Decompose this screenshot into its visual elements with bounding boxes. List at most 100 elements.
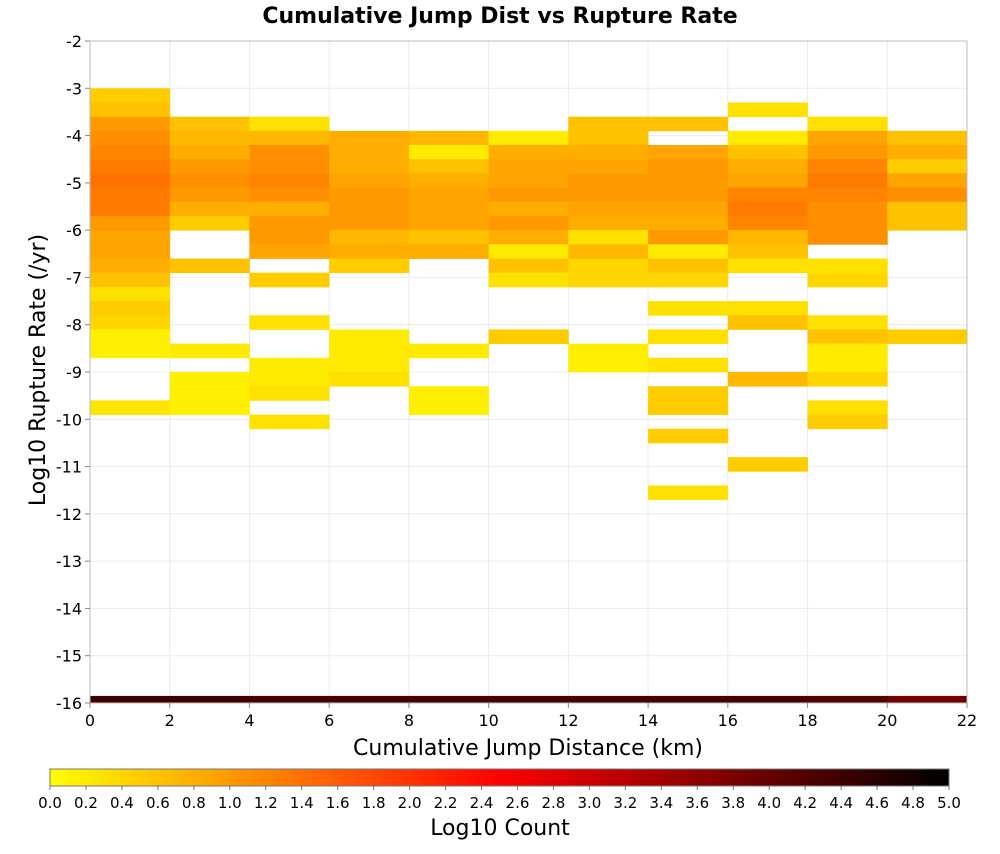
y-tick-label: -12 xyxy=(56,505,82,524)
heatmap-cell xyxy=(807,695,888,703)
heatmap-cell xyxy=(169,695,250,703)
heatmap-cell xyxy=(90,201,171,217)
heatmap-cell xyxy=(727,187,808,203)
heatmap-cell xyxy=(488,244,569,259)
x-tick-label: 12 xyxy=(558,711,578,730)
y-tick-label: -3 xyxy=(66,79,82,98)
heatmap-cell xyxy=(90,695,171,703)
heatmap-cell xyxy=(648,145,729,160)
heatmap-cell xyxy=(727,258,808,274)
heatmap-cell xyxy=(249,215,330,231)
heatmap-cell xyxy=(488,130,569,146)
heatmap-cell xyxy=(807,343,888,359)
heatmap-cell xyxy=(648,230,729,245)
heatmap-cell xyxy=(90,343,171,359)
heatmap-cell xyxy=(648,301,729,316)
heatmap-cell xyxy=(727,372,808,387)
heatmap-bottom-row xyxy=(90,695,968,703)
heatmap-cell xyxy=(568,173,649,188)
colorbar-tick-label: 2.0 xyxy=(398,794,422,812)
heatmap-cell xyxy=(727,315,808,330)
heatmap-cell xyxy=(568,258,649,274)
heatmap-cell xyxy=(488,272,569,288)
heatmap-cell xyxy=(408,145,490,160)
colorbar-tick-label: 1.8 xyxy=(362,794,386,812)
colorbar-tick-label: 2.6 xyxy=(506,794,530,812)
heatmap-cell xyxy=(568,159,649,174)
colorbar-tick-label: 2.2 xyxy=(434,794,458,812)
heatmap-cell xyxy=(807,258,888,274)
colorbar-tick-label: 2.8 xyxy=(542,794,566,812)
colorbar-tick-label: 4.2 xyxy=(793,794,817,812)
heatmap-cell xyxy=(568,145,649,160)
heatmap-cell xyxy=(249,230,330,245)
heatmap-cell xyxy=(408,201,490,217)
heatmap-cell xyxy=(169,215,250,231)
heatmap-cell xyxy=(648,329,729,345)
y-tick-label: -15 xyxy=(56,647,82,666)
heatmap-cell xyxy=(727,244,808,259)
heatmap-cell xyxy=(887,159,968,174)
y-tick-label: -14 xyxy=(56,599,82,618)
colorbar-tick-label: 3.6 xyxy=(685,794,709,812)
heatmap-cell xyxy=(329,258,410,274)
heatmap-cell xyxy=(329,173,410,188)
x-axis-label: Cumulative Jump Distance (km) xyxy=(353,736,703,761)
heatmap-cell xyxy=(727,201,808,217)
x-tick-label: 8 xyxy=(404,711,414,730)
heatmap-cell xyxy=(169,116,250,132)
heatmap-cell xyxy=(488,145,569,160)
colorbar-tick-label: 4.0 xyxy=(757,794,781,812)
heatmap-cell xyxy=(329,215,410,231)
heatmap-cell xyxy=(249,116,330,132)
colorbar-label: Log10 Count xyxy=(430,816,570,841)
heatmap-cell xyxy=(807,201,888,217)
heatmap-cell xyxy=(648,215,729,231)
heatmap-cell xyxy=(648,159,729,174)
y-tick-label: -16 xyxy=(56,694,82,713)
heatmap-cell xyxy=(169,258,250,274)
colorbar-tick-label: 0.8 xyxy=(182,794,206,812)
heatmap-cell xyxy=(727,102,808,118)
heatmap-cell xyxy=(648,201,729,217)
heatmap-cell xyxy=(169,343,250,359)
heatmap-cell xyxy=(568,230,649,245)
heatmap-cell xyxy=(807,400,888,415)
heatmap-cell xyxy=(249,159,330,174)
heatmap-cell xyxy=(887,173,968,188)
heatmap-cell xyxy=(887,329,968,345)
heatmap-cell xyxy=(807,315,888,330)
heatmap-cell xyxy=(169,187,250,203)
colorbar-tick-label: 0.4 xyxy=(110,794,134,812)
x-tick-label: 14 xyxy=(638,711,658,730)
heatmap-cell xyxy=(249,130,330,146)
heatmap-cell xyxy=(887,215,968,231)
colorbar xyxy=(49,768,950,787)
heatmap-cell xyxy=(648,386,729,401)
x-tick-label: 6 xyxy=(324,711,334,730)
heatmap-cell xyxy=(90,116,171,132)
heatmap-cell xyxy=(648,428,729,444)
heatmap-cell xyxy=(568,695,649,703)
heatmap-cell xyxy=(807,272,888,288)
y-tick-label: -4 xyxy=(66,127,82,146)
x-tick-label: 22 xyxy=(957,711,977,730)
colorbar-tick-label: 3.4 xyxy=(649,794,673,812)
heatmap-cell xyxy=(329,159,410,174)
y-tick-label: -6 xyxy=(66,221,82,240)
colorbar-tick-label: 3.2 xyxy=(613,794,637,812)
heatmap-cell xyxy=(887,187,968,203)
heatmap-cell xyxy=(807,173,888,188)
y-tick-label: -10 xyxy=(56,410,82,429)
heatmap-cell xyxy=(807,329,888,345)
colorbar-tick-label: 0.0 xyxy=(38,794,62,812)
heatmap-cell xyxy=(329,372,410,387)
heatmap-cell xyxy=(727,230,808,245)
heatmap-cell xyxy=(568,244,649,259)
heatmap-cell xyxy=(887,145,968,160)
heatmap-cell xyxy=(90,315,171,330)
heatmap-cell xyxy=(408,130,490,146)
colorbar-tick-label: 0.6 xyxy=(146,794,170,812)
heatmap-cell xyxy=(408,695,490,703)
